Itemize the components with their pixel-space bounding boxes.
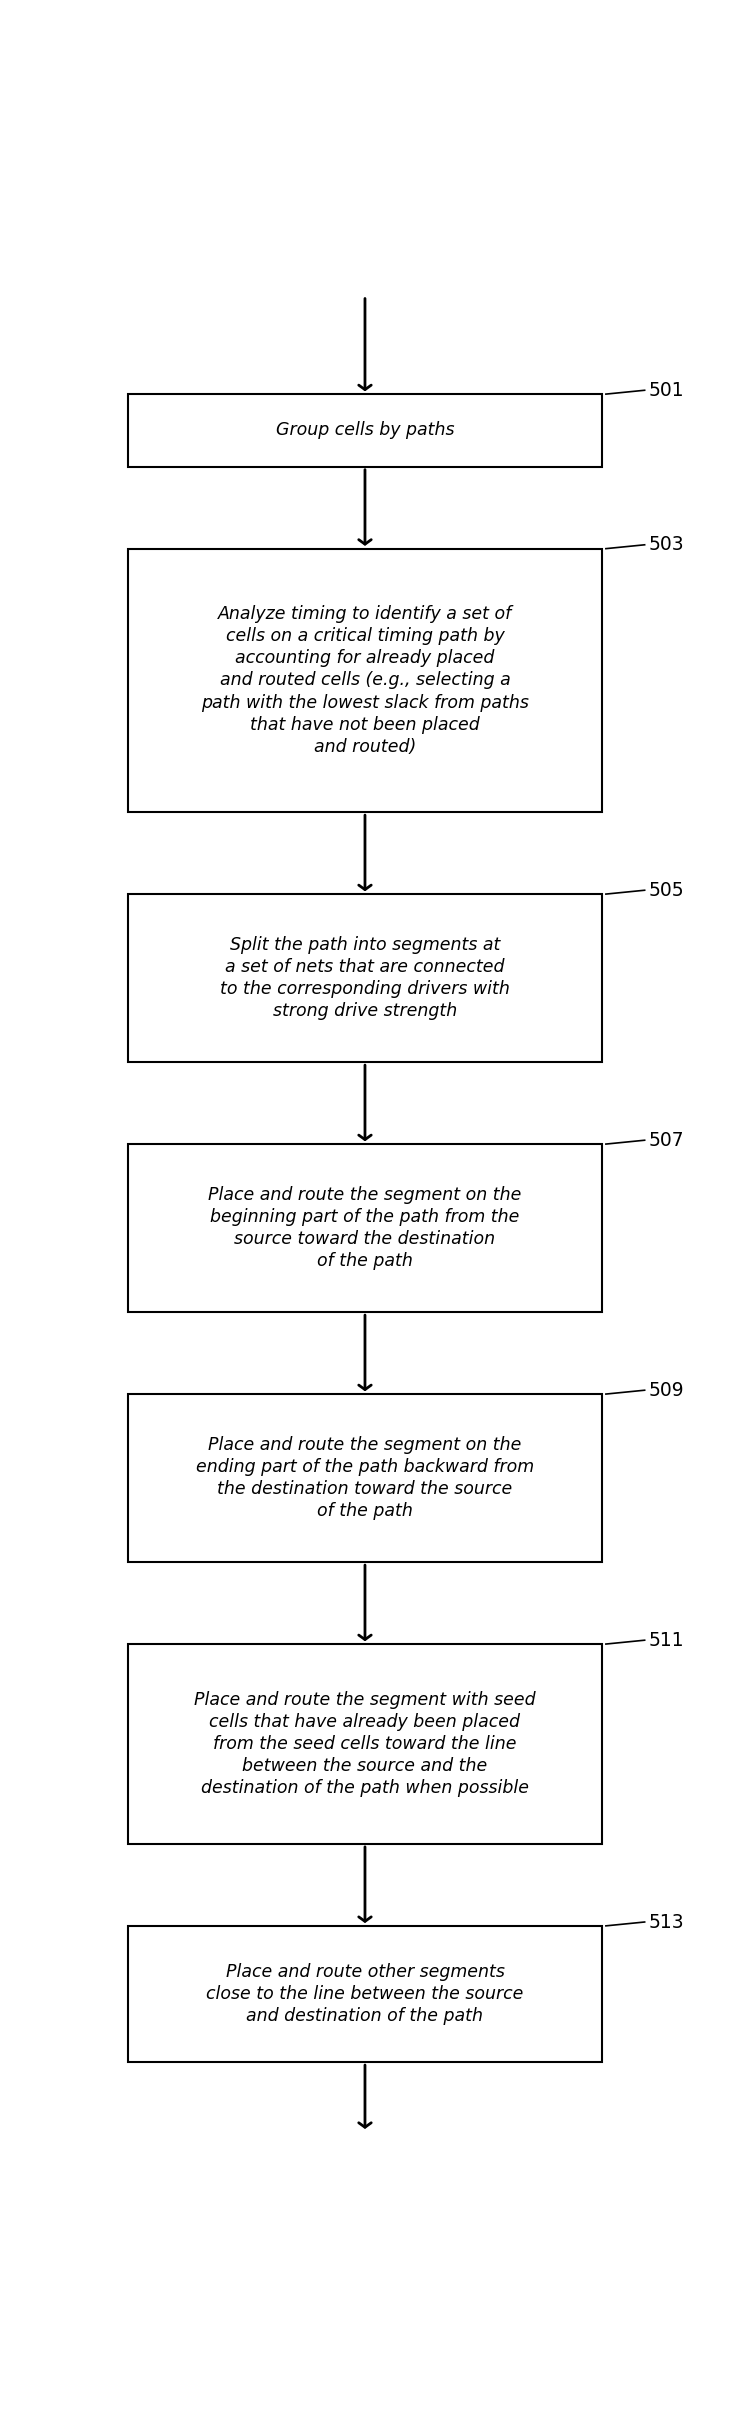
FancyBboxPatch shape — [128, 550, 602, 812]
Text: Group cells by paths: Group cells by paths — [276, 421, 454, 440]
Text: 507: 507 — [648, 1131, 684, 1150]
Text: Place and route the segment on the
ending part of the path backward from
the des: Place and route the segment on the endin… — [196, 1435, 534, 1520]
FancyBboxPatch shape — [128, 1394, 602, 1561]
Text: 505: 505 — [648, 880, 684, 900]
FancyBboxPatch shape — [128, 895, 602, 1063]
Text: 503: 503 — [648, 535, 684, 554]
FancyBboxPatch shape — [128, 394, 602, 467]
Text: 509: 509 — [648, 1381, 684, 1401]
FancyBboxPatch shape — [128, 1143, 602, 1313]
Text: Place and route the segment on the
beginning part of the path from the
source to: Place and route the segment on the begin… — [208, 1187, 521, 1270]
FancyBboxPatch shape — [128, 1644, 602, 1843]
Text: 501: 501 — [648, 382, 684, 399]
Text: 513: 513 — [648, 1912, 684, 1931]
Text: 511: 511 — [648, 1632, 684, 1649]
Text: Analyze timing to identify a set of
cells on a critical timing path by
accountin: Analyze timing to identify a set of cell… — [201, 606, 529, 756]
FancyBboxPatch shape — [128, 1926, 602, 2062]
Text: Split the path into segments at
a set of nets that are connected
to the correspo: Split the path into segments at a set of… — [220, 936, 510, 1021]
Text: Place and route the segment with seed
cells that have already been placed
from t: Place and route the segment with seed ce… — [194, 1690, 536, 1797]
Text: Place and route other segments
close to the line between the source
and destinat: Place and route other segments close to … — [207, 1963, 524, 2026]
